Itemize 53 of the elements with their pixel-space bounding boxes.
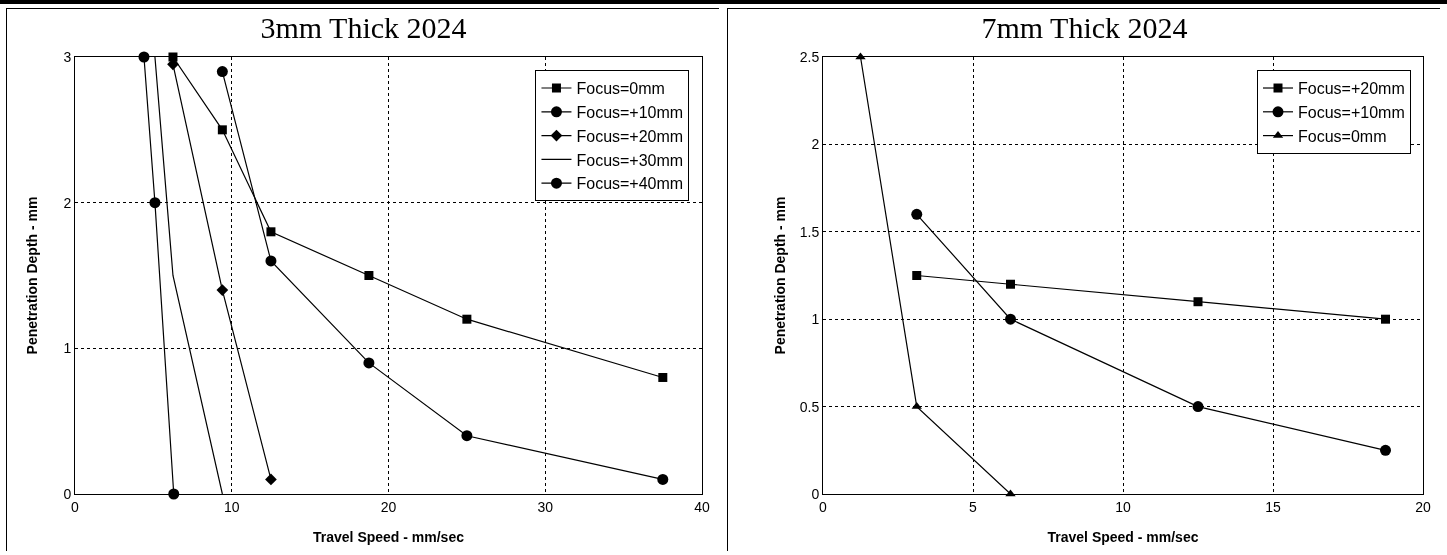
x-tick-label: 10 <box>223 498 240 515</box>
y-tick-label: 0 <box>63 485 72 502</box>
y-tick-label: 1 <box>63 340 72 357</box>
legend-label: Focus=0mm <box>1298 127 1387 145</box>
x-tick-label: 20 <box>380 498 397 515</box>
y-tick-label: 1 <box>811 311 820 328</box>
y-tick-label: 0.5 <box>799 398 820 415</box>
point <box>1381 314 1390 324</box>
point <box>657 473 669 485</box>
point <box>363 357 375 369</box>
y-tick-label: 0 <box>811 485 820 502</box>
point <box>266 227 276 237</box>
y-tick-label: 2 <box>811 136 820 153</box>
point <box>461 430 473 442</box>
legend-label: Focus=0mm <box>576 80 665 98</box>
legend-label: Focus=+10mm <box>1298 104 1405 122</box>
legend-label: Focus=+30mm <box>576 151 684 169</box>
x-tick-label: 5 <box>969 498 978 515</box>
y-axis-title: Penetration Depth - mm <box>24 196 40 355</box>
point <box>216 284 229 296</box>
point <box>1193 297 1203 307</box>
x-axis-title: Travel Speed - mm/sec <box>1047 529 1199 546</box>
legend-label: Focus=+10mm <box>576 104 684 122</box>
y-axis-title: Penetration Depth - mm <box>772 196 788 355</box>
x-tick-label: 40 <box>694 498 710 515</box>
point <box>911 208 923 220</box>
y-tick-label: 2.5 <box>799 48 820 65</box>
point <box>265 473 277 486</box>
x-axis-title: Travel Speed - mm/sec <box>313 529 465 546</box>
x-tick-label: 20 <box>1415 498 1431 515</box>
y-tick-label: 3 <box>63 48 72 65</box>
x-tick-label: 30 <box>537 498 554 515</box>
y-tick-label: 1.5 <box>799 223 820 240</box>
chart-title: 3mm Thick 2024 <box>260 11 467 45</box>
point <box>1006 279 1015 289</box>
point <box>912 271 922 280</box>
point <box>149 197 161 209</box>
point <box>216 66 228 78</box>
point <box>265 255 277 267</box>
point <box>364 271 374 280</box>
y-tick-label: 2 <box>63 194 72 211</box>
x-tick-label: 15 <box>1265 498 1281 515</box>
point <box>1192 401 1204 413</box>
point <box>217 125 227 135</box>
x-tick-label: 10 <box>1115 498 1131 515</box>
legend-label: Focus=+40mm <box>576 175 684 193</box>
legend-label: Focus=+20mm <box>576 127 684 145</box>
legend-label: Focus=+20mm <box>1298 80 1405 98</box>
point <box>462 314 472 324</box>
point <box>1380 444 1391 456</box>
chart-title: 7mm Thick 2024 <box>981 11 1188 45</box>
point <box>658 372 668 382</box>
point <box>1005 313 1016 325</box>
